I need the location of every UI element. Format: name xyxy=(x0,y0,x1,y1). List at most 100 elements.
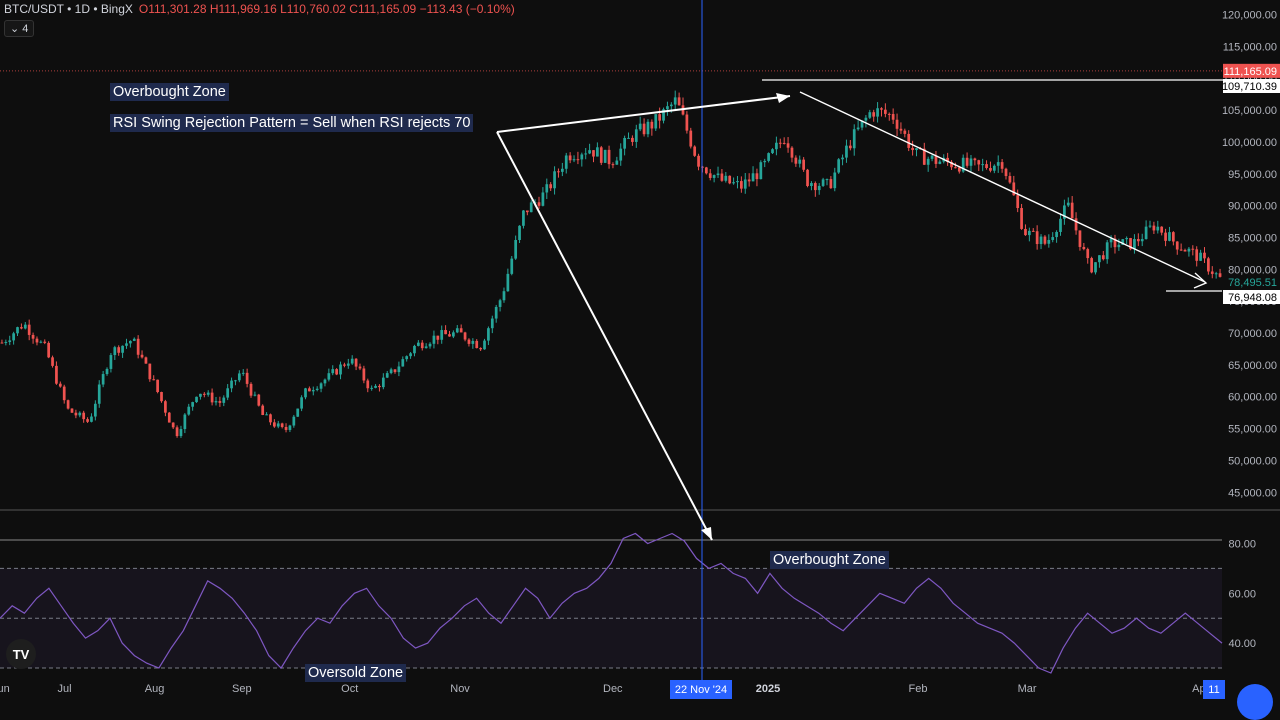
arrow-head xyxy=(1193,272,1208,289)
candle-body xyxy=(101,374,105,385)
time-tick-label: Aug xyxy=(144,683,165,695)
candle-body xyxy=(961,157,965,172)
candle-body xyxy=(907,133,911,148)
symbol-legend: BTC/USDT • 1D • BingX O111,301.28 H111,9… xyxy=(4,2,515,16)
price-tick-label: 55,000.00 xyxy=(1228,424,1277,436)
candle-body xyxy=(498,300,502,307)
candle-body xyxy=(736,181,739,183)
candle-body xyxy=(483,340,486,350)
candle-body xyxy=(409,353,412,357)
candle-body xyxy=(1090,258,1093,273)
candle-body xyxy=(1047,239,1051,244)
candle-body xyxy=(1210,271,1214,274)
candle-body xyxy=(385,373,389,378)
candle-body xyxy=(273,422,276,427)
candle-body xyxy=(494,306,498,319)
candle-body xyxy=(1214,273,1218,275)
symbol-title[interactable]: BTC/USDT • 1D • BingX xyxy=(4,2,133,16)
candle-body xyxy=(564,155,568,169)
candle-body xyxy=(868,112,872,118)
indicator-toggle[interactable]: ⌄ 4 xyxy=(4,20,35,37)
candle-body xyxy=(1164,232,1167,241)
candle-body xyxy=(794,157,798,164)
candle-body xyxy=(537,202,541,206)
candle-body xyxy=(957,167,961,172)
candle-body xyxy=(226,388,230,398)
candle-body xyxy=(989,168,992,171)
candle-body xyxy=(697,155,700,167)
candle-body xyxy=(436,335,440,340)
candle-body xyxy=(506,273,510,292)
price-tick-label: 95,000.00 xyxy=(1228,169,1277,181)
candle-body xyxy=(946,157,949,162)
candle-body xyxy=(183,414,187,430)
note-overbought-rsi[interactable]: Overbought Zone xyxy=(770,551,889,569)
candle-body xyxy=(1195,249,1199,261)
candle-body xyxy=(689,130,693,147)
rsi-panel: 80.00 60.00 40.00 xyxy=(0,532,1256,674)
candle-body xyxy=(343,364,346,366)
candle-body xyxy=(261,405,265,416)
candle-body xyxy=(938,161,942,164)
candle-body xyxy=(615,160,619,165)
candle-body xyxy=(981,164,985,166)
candle-body xyxy=(1074,218,1078,231)
candle-body xyxy=(525,210,529,213)
candle-body xyxy=(374,385,377,388)
note-rsi-pattern[interactable]: RSI Swing Rejection Pattern = Sell when … xyxy=(110,114,474,132)
candle-body xyxy=(288,425,292,430)
candle-body xyxy=(308,388,311,392)
candle-body xyxy=(167,412,171,423)
candle-body xyxy=(1136,239,1140,242)
candle-body xyxy=(658,114,662,121)
candle-body xyxy=(276,423,280,427)
candle-body xyxy=(638,123,642,130)
candle-body xyxy=(444,330,447,335)
candle-body xyxy=(1171,232,1175,242)
candle-body xyxy=(459,328,463,333)
candle-body xyxy=(592,150,595,157)
candle-body xyxy=(300,397,303,409)
candle-body xyxy=(8,340,12,342)
note-oversold-rsi[interactable]: Oversold Zone xyxy=(305,664,407,682)
candle-body xyxy=(1129,238,1132,250)
action-button[interactable] xyxy=(1237,684,1273,720)
candle-body xyxy=(389,369,393,374)
candle-body xyxy=(813,183,817,191)
candle-body xyxy=(747,179,751,182)
candle-body xyxy=(502,291,506,301)
candle-body xyxy=(934,155,938,164)
candle-body xyxy=(323,379,327,384)
candle-body xyxy=(1078,230,1082,247)
candle-body xyxy=(214,401,218,403)
last-price-tag-bg xyxy=(1223,63,1280,78)
price-axis: 120,000.00115,000.00110,000.00105,000.00… xyxy=(1222,10,1280,499)
candle-body xyxy=(743,179,747,189)
candle-body xyxy=(335,369,338,375)
candle-body xyxy=(806,169,809,187)
tradingview-logo[interactable]: TV xyxy=(6,639,36,669)
candle-body xyxy=(1059,218,1062,232)
candle-body xyxy=(926,158,930,165)
candle-body xyxy=(148,363,152,380)
candle-body xyxy=(969,158,973,166)
candle-body xyxy=(673,97,677,105)
candle-body xyxy=(206,392,210,395)
time-tick-label: 2025 xyxy=(755,683,781,695)
candle-body xyxy=(860,120,864,128)
candle-body xyxy=(1144,226,1148,240)
candle-body xyxy=(1094,262,1097,273)
candle-body xyxy=(93,403,97,417)
candle-body xyxy=(1105,242,1109,260)
candle-body xyxy=(0,342,4,344)
candle-body xyxy=(930,155,934,159)
price-grid xyxy=(0,70,1280,541)
candle-body xyxy=(603,149,607,163)
candle-body xyxy=(187,406,191,415)
note-overbought-top[interactable]: Overbought Zone xyxy=(110,83,229,101)
candle-body xyxy=(1175,241,1179,250)
ohlc-values: O111,301.28 H111,969.16 L110,760.02 C111… xyxy=(138,2,515,16)
candle-body xyxy=(607,149,611,165)
low-line-tag: 76,948.08 xyxy=(1228,292,1277,304)
